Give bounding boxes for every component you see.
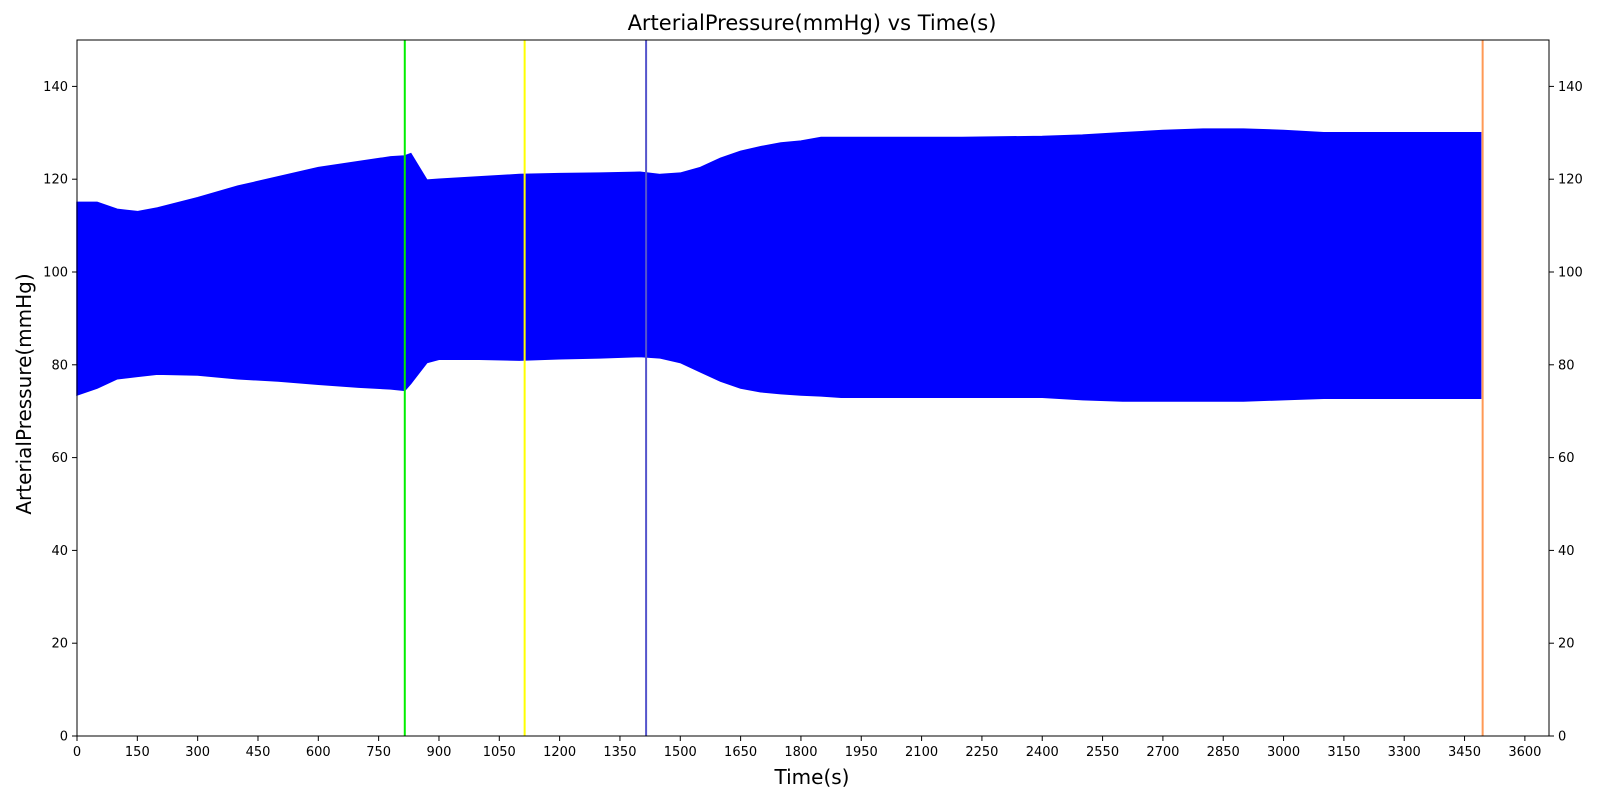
x-tick-label: 1950 xyxy=(845,745,878,760)
x-tick-label: 2400 xyxy=(1026,745,1059,760)
x-tick-label: 1800 xyxy=(784,745,817,760)
y-tick-label-right: 120 xyxy=(1558,173,1583,188)
plot-area xyxy=(76,128,1482,402)
x-tick-label: 3150 xyxy=(1327,745,1360,760)
x-axis-ticks: 0 150 300 450 600 750 900 1050 1200 1350 1500 1650 1… xyxy=(73,736,1541,760)
x-tick-label: 3600 xyxy=(1508,745,1541,760)
x-tick-label: 900 xyxy=(427,745,452,760)
x-tick-label: 3450 xyxy=(1448,745,1481,760)
x-tick-label: 300 xyxy=(185,745,210,760)
x-axis-title: Time(s) xyxy=(774,765,850,789)
marker-lines xyxy=(403,40,1484,736)
x-tick-label: 1500 xyxy=(664,745,697,760)
y-tick-label-right: 100 xyxy=(1558,266,1583,281)
y-tick-label: 20 xyxy=(51,637,68,652)
plot-frame xyxy=(76,39,1550,737)
x-tick-label: 1350 xyxy=(603,745,636,760)
y-tick-label: 100 xyxy=(43,266,68,281)
y-tick-label: 40 xyxy=(51,544,68,559)
x-tick-label: 2250 xyxy=(965,745,998,760)
y-tick-label-right: 140 xyxy=(1558,80,1583,95)
x-tick-label: 3000 xyxy=(1267,745,1300,760)
x-tick-label: 1050 xyxy=(483,745,516,760)
y-tick-label-right: 60 xyxy=(1558,451,1575,466)
y-tick-label: 0 xyxy=(60,730,68,745)
x-tick-label: 2100 xyxy=(905,745,938,760)
x-tick-label: 2700 xyxy=(1146,745,1179,760)
y-tick-label: 120 xyxy=(43,173,68,188)
x-tick-label: 2550 xyxy=(1086,745,1119,760)
x-tick-label: 600 xyxy=(306,745,331,760)
chart-title: ArterialPressure(mmHg) vs Time(s) xyxy=(628,11,997,35)
y-axis-ticks: 0 20 40 60 80 100 120 140 xyxy=(43,80,77,745)
y-tick-label-right: 20 xyxy=(1558,637,1575,652)
x-tick-label: 2850 xyxy=(1207,745,1240,760)
series-envelope-0 xyxy=(76,128,1482,402)
y-tick-label: 140 xyxy=(43,80,68,95)
y-axis-title: ArterialPressure(mmHg) xyxy=(12,273,36,514)
y-tick-label-right: 80 xyxy=(1558,358,1575,373)
y-tick-label: 80 xyxy=(51,358,68,373)
x-tick-label: 1200 xyxy=(543,745,576,760)
x-tick-label: 1650 xyxy=(724,745,757,760)
y-tick-label-right: 40 xyxy=(1558,544,1575,559)
x-tick-label: 0 xyxy=(73,745,81,760)
y-tick-label: 60 xyxy=(51,451,68,466)
y-axis-ticks-right: 0 20 40 60 80 100 120 140 xyxy=(1549,80,1583,745)
x-tick-label: 150 xyxy=(125,745,150,760)
x-tick-label: 3300 xyxy=(1388,745,1421,760)
x-tick-label: 450 xyxy=(246,745,271,760)
x-tick-label: 750 xyxy=(366,745,391,760)
y-tick-label-right: 0 xyxy=(1558,730,1566,745)
